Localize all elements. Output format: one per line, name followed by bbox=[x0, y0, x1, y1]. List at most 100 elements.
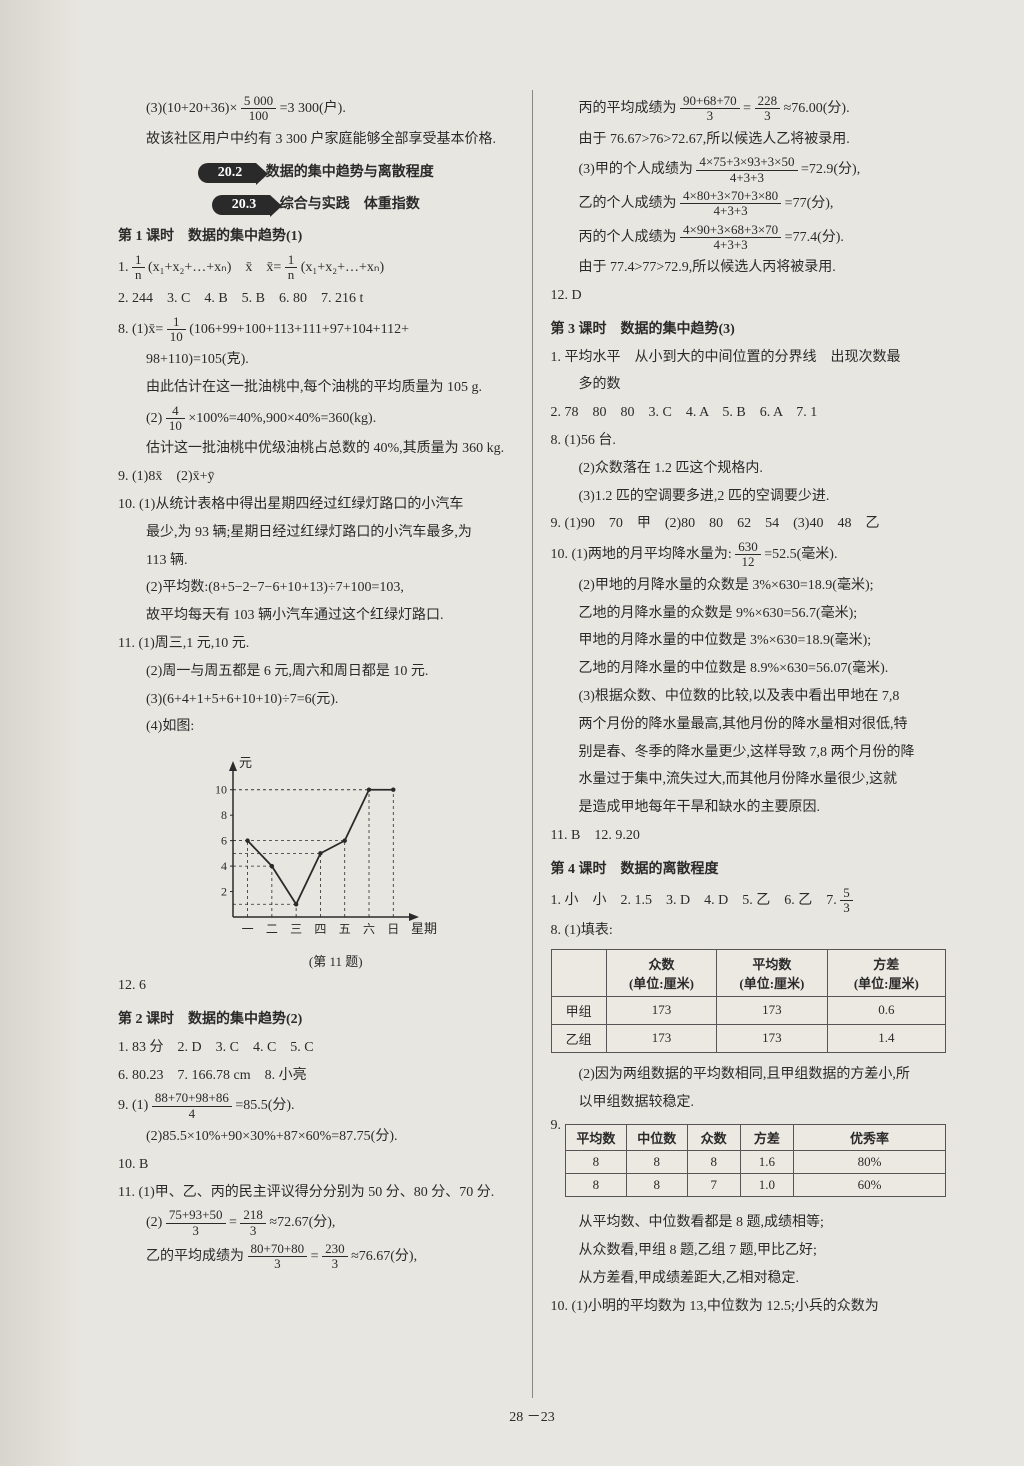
text: = bbox=[229, 1215, 237, 1230]
text-line: 11. B 12. 9.20 bbox=[551, 824, 947, 848]
text-line: 别是春、冬季的降水量更少,这样导致 7,8 两个月份的降 bbox=[551, 741, 947, 765]
fraction: 4×75+3×93+3×504+3+3 bbox=[696, 155, 797, 185]
text: = bbox=[311, 1249, 319, 1264]
svg-text:10: 10 bbox=[215, 783, 227, 797]
text-line: 水量过于集中,流失过大,而其他月份降水量很少,这就 bbox=[551, 768, 947, 792]
text-line: 乙的平均成绩为 80+70+803 = 2303 ≈76.67(分), bbox=[118, 1242, 514, 1272]
lesson-heading: 第 4 课时 数据的离散程度 bbox=[551, 858, 947, 882]
text-line: (3)甲的个人成绩为 4×75+3×93+3×504+3+3 =72.9(分), bbox=[551, 155, 947, 185]
lesson-heading: 第 3 课时 数据的集中趋势(3) bbox=[551, 318, 947, 342]
text-line: 最少,为 93 辆;星期日经过红绿灯路口的小汽车最多,为 bbox=[118, 521, 514, 545]
text-line: (2)85.5×10%+90×30%+87×60%=87.75(分). bbox=[118, 1125, 514, 1149]
text: 丙的个人成绩为 bbox=[579, 230, 677, 245]
table-cell: 173 bbox=[606, 1024, 716, 1052]
text: ≈76.67(分), bbox=[351, 1249, 417, 1264]
table-cell: 173 bbox=[717, 996, 827, 1024]
text: ≈76.00(分). bbox=[784, 101, 850, 116]
table-header: 众数 bbox=[687, 1125, 740, 1151]
text: =52.5(毫米). bbox=[764, 547, 837, 562]
text-line: 8. (1)填表: bbox=[551, 919, 947, 943]
page-footer: 28 －23 bbox=[100, 1406, 964, 1426]
table-cell: 8 bbox=[566, 1174, 627, 1197]
table-cell: 173 bbox=[606, 996, 716, 1024]
text-line: 乙地的月降水量的中位数是 8.9%×630=56.07(毫米). bbox=[551, 657, 947, 681]
fraction: 2183 bbox=[240, 1208, 266, 1238]
text-line: (2)平均数:(8+5−2−7−6+10+13)÷7+100=103, bbox=[118, 576, 514, 600]
fraction: 53 bbox=[840, 886, 853, 916]
section-heading: 20.2 数据的集中趋势与离散程度 bbox=[118, 161, 514, 183]
text-line: (2)甲地的月降水量的众数是 3%×630=18.9(毫米); bbox=[551, 574, 947, 598]
fraction: 5 000100 bbox=[241, 94, 276, 124]
text-line: 9. (1) 88+70+98+864 =85.5(分). bbox=[118, 1091, 514, 1121]
fraction: 75+93+503 bbox=[166, 1208, 226, 1238]
text-line: 是造成甲地每年干旱和缺水的主要原因. bbox=[551, 796, 947, 820]
section-badge: 20.2 bbox=[198, 163, 257, 183]
table-cell: 8 bbox=[687, 1151, 740, 1174]
text: 8. (1)x̄= bbox=[118, 322, 163, 337]
table-row: 乙组1731731.4 bbox=[551, 1024, 946, 1052]
text-line: 故平均每天有 103 辆小汽车通过这个红绿灯路口. bbox=[118, 604, 514, 628]
text-line: 10. (1)从统计表格中得出星期四经过红绿灯路口的小汽车 bbox=[118, 493, 514, 517]
text-line: (3)(6+4+1+5+6+10+10)÷7=6(元). bbox=[118, 688, 514, 712]
svg-text:元: 元 bbox=[239, 755, 252, 770]
columns: (3)(10+20+36)× 5 000100 =3 300(户). 故该社区用… bbox=[100, 90, 964, 1398]
table-header: 平均数(单位:厘米) bbox=[717, 949, 827, 996]
text-line: 6. 80.23 7. 166.78 cm 8. 小亮 bbox=[118, 1064, 514, 1088]
text: (2) bbox=[146, 1215, 162, 1230]
text-line: 12. 6 bbox=[118, 974, 514, 998]
svg-text:6: 6 bbox=[221, 834, 227, 848]
text-line: 1. 小 小 2. 1.5 3. D 4. D 5. 乙 6. 乙 7. 53 bbox=[551, 886, 947, 916]
table-header: 中位数 bbox=[626, 1125, 687, 1151]
fraction: 2303 bbox=[322, 1242, 348, 1272]
text-line: 两个月份的降水量最高,其他月份的降水量相对很低,特 bbox=[551, 713, 947, 737]
text: =72.9(分), bbox=[801, 162, 860, 177]
text-line: 1. 1n (x₁+x₂+…+xₙ) x̄ x̄= 1n (x₁+x₂+…+xₙ… bbox=[118, 253, 514, 283]
svg-text:日: 日 bbox=[387, 922, 399, 936]
text-line: 甲地的月降水量的中位数是 3%×630=18.9(毫米); bbox=[551, 629, 947, 653]
svg-text:六: 六 bbox=[363, 922, 375, 936]
text: (2) bbox=[146, 411, 162, 426]
table-header bbox=[551, 949, 606, 996]
text: =85.5(分). bbox=[235, 1098, 294, 1113]
svg-text:二: 二 bbox=[266, 922, 278, 936]
text-line: 由此估计在这一批油桃中,每个油桃的平均质量为 105 g. bbox=[118, 376, 514, 400]
text: (3)(10+20+36)× bbox=[146, 101, 237, 116]
table-2: 平均数中位数众数方差优秀率8881.680%8871.060% bbox=[565, 1124, 946, 1197]
section-badge: 20.3 bbox=[212, 195, 271, 215]
table-row: 甲组1731730.6 bbox=[551, 996, 946, 1024]
text: 丙的平均成绩为 bbox=[579, 101, 677, 116]
table-cell: 7 bbox=[687, 1174, 740, 1197]
text-line: 多的数 bbox=[551, 373, 947, 397]
text-line: 11. (1)甲、乙、丙的民主评议得分分别为 50 分、80 分、70 分. bbox=[118, 1181, 514, 1205]
section-title: 综合与实践 体重指数 bbox=[280, 197, 420, 212]
fraction: 110 bbox=[167, 315, 186, 345]
fraction: 4×90+3×68+3×704+3+3 bbox=[680, 223, 781, 253]
text-line: (3)1.2 匹的空调要多进,2 匹的空调要少进. bbox=[551, 485, 947, 509]
text: 乙的个人成绩为 bbox=[579, 196, 677, 211]
text-line: 1. 平均水平 从小到大的中间位置的分界线 出现次数最 bbox=[551, 346, 947, 370]
table-cell: 8 bbox=[626, 1151, 687, 1174]
text-line: 以甲组数据较稳定. bbox=[551, 1091, 947, 1115]
line-chart: 元星期246810一二三四五六日 bbox=[188, 747, 438, 947]
text-line: 8. (1)x̄= 110 (106+99+100+113+111+97+104… bbox=[118, 315, 514, 345]
fraction: 1n bbox=[132, 253, 145, 283]
text-line: 10. (1)小明的平均数为 13,中位数为 12.5;小兵的众数为 bbox=[551, 1295, 947, 1319]
text: (x₁+x₂+…+xₙ) bbox=[301, 260, 384, 275]
q9-label: 9. bbox=[551, 1118, 562, 1134]
fraction: 90+68+703 bbox=[680, 94, 740, 124]
fraction: 80+70+803 bbox=[248, 1242, 308, 1272]
left-column: (3)(10+20+36)× 5 000100 =3 300(户). 故该社区用… bbox=[100, 90, 533, 1398]
table-cell: 60% bbox=[793, 1174, 945, 1197]
text-line: 故该社区用户中约有 3 300 户家庭能够全部享受基本价格. bbox=[118, 128, 514, 152]
table-cell: 1.4 bbox=[827, 1024, 945, 1052]
text-line: (2) 75+93+503 = 2183 ≈72.67(分), bbox=[118, 1208, 514, 1238]
table-cell: 8 bbox=[566, 1151, 627, 1174]
text-line: 从众数看,甲组 8 题,乙组 7 题,甲比乙好; bbox=[551, 1239, 947, 1263]
fraction: 88+70+98+864 bbox=[152, 1091, 232, 1121]
text: (x₁+x₂+…+xₙ) x̄ x̄= bbox=[148, 260, 281, 275]
text-line: 2. 78 80 80 3. C 4. A 5. B 6. A 7. 1 bbox=[551, 401, 947, 425]
table-header: 众数(单位:厘米) bbox=[606, 949, 716, 996]
table-cell: 1.0 bbox=[740, 1174, 793, 1197]
fraction: 2283 bbox=[755, 94, 781, 124]
table-header: 平均数 bbox=[566, 1125, 627, 1151]
